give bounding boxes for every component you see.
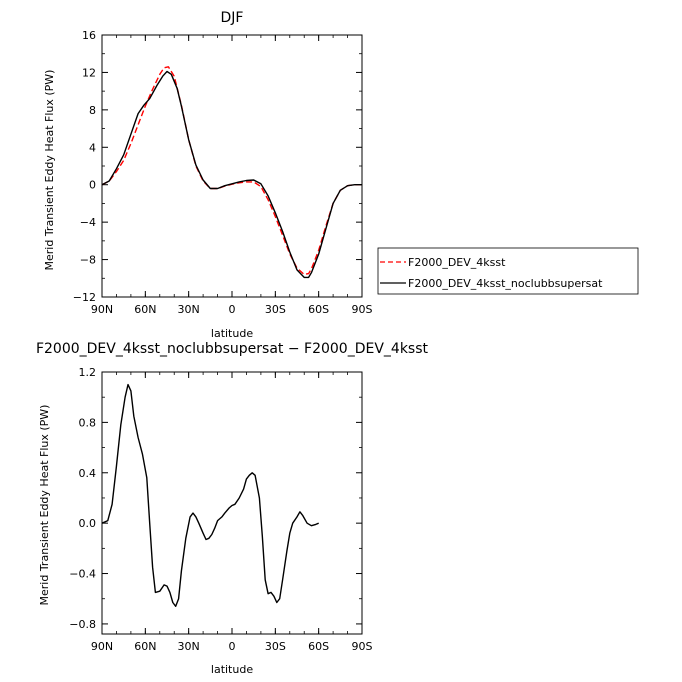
- chart-bottom-frame: [101, 371, 363, 635]
- chart-bottom: F2000_DEV_4ksst_noclubbsupersat − F2000_…: [36, 341, 429, 676]
- chart-top-series-1: [101, 70, 362, 279]
- chart-top-title: DJF: [221, 10, 244, 26]
- chart-bottom-ytick-label: −0.8: [69, 618, 96, 631]
- chart-bottom-xtick-label: 0: [229, 640, 236, 653]
- chart-top-xtick-label: 60N: [134, 303, 156, 316]
- chart-top-xtick-label: 0: [229, 303, 236, 316]
- chart-top-xtick-label: 90N: [91, 303, 113, 316]
- chart-top-ytick-label: −4: [80, 216, 96, 229]
- chart-top-ylabel: Merid Transient Eddy Heat Flux (PW): [43, 70, 56, 271]
- legend: F2000_DEV_4ksst F2000_DEV_4ksst_noclubbs…: [377, 247, 639, 295]
- chart-bottom-ytick-label: 0.0: [79, 517, 97, 530]
- chart-top-ytick-label: −8: [80, 254, 96, 267]
- chart-top-ytick-label: 16: [82, 29, 96, 42]
- chart-top-series-0: [101, 66, 362, 276]
- chart-bottom-xtick-label: 30S: [265, 640, 286, 653]
- chart-bottom-xlabel: latitude: [211, 663, 253, 676]
- chart-bottom-title: F2000_DEV_4ksst_noclubbsupersat − F2000_…: [36, 341, 429, 357]
- chart-top-ytick-label: 8: [89, 104, 96, 117]
- chart-bottom-ylabel: Merid Transient Eddy Heat Flux (PW): [38, 405, 51, 606]
- legend-label-noclubb: F2000_DEV_4ksst_noclubbsupersat: [408, 277, 603, 290]
- chart-bottom-xtick-label: 90S: [352, 640, 373, 653]
- chart-top-ytick-label: 4: [89, 141, 96, 154]
- chart-top-xtick-label: 60S: [308, 303, 329, 316]
- chart-bottom-series-0: [101, 383, 319, 607]
- chart-top-ytick-label: 12: [82, 66, 96, 79]
- chart-bottom-xtick-label: 60N: [134, 640, 156, 653]
- legend-label-4ksst: F2000_DEV_4ksst: [408, 256, 506, 269]
- chart-bottom-xtick-label: 30N: [178, 640, 200, 653]
- chart-top-xtick-label: 30S: [265, 303, 286, 316]
- chart-bottom-xtick-label: 90N: [91, 640, 113, 653]
- chart-top-xlabel: latitude: [211, 327, 253, 340]
- chart-top: DJF Merid Transient Eddy Heat Flux (PW) …: [43, 10, 373, 340]
- legend-box: [377, 247, 639, 295]
- chart-bottom-ytick-label: 0.4: [79, 467, 97, 480]
- chart-top-xtick-label: 90S: [352, 303, 373, 316]
- chart-bottom-ytick-label: 0.8: [79, 416, 97, 429]
- chart-bottom-ytick-label: −0.4: [69, 568, 96, 581]
- chart-top-ytick-label: 0: [89, 179, 96, 192]
- chart-bottom-ytick-label: 1.2: [79, 366, 97, 379]
- chart-top-frame: [101, 34, 363, 298]
- chart-bottom-xtick-label: 60S: [308, 640, 329, 653]
- chart-top-ytick-label: −12: [73, 291, 96, 304]
- chart-top-xtick-label: 30N: [178, 303, 200, 316]
